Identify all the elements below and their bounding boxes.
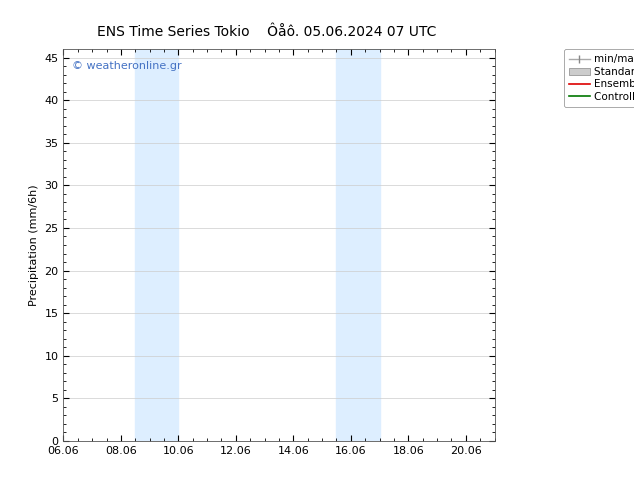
Legend: min/max, Standard deviation, Ensemble mean run, Controll run: min/max, Standard deviation, Ensemble me…	[564, 49, 634, 107]
Bar	[337, 49, 380, 441]
Text: © weatheronline.gr: © weatheronline.gr	[72, 61, 182, 71]
Bar	[135, 49, 178, 441]
Y-axis label: Precipitation (mm/6h): Precipitation (mm/6h)	[29, 184, 39, 306]
Text: ENS Time Series Tokio    Ôåô. 05.06.2024 07 UTC: ENS Time Series Tokio Ôåô. 05.06.2024 07…	[96, 24, 436, 39]
